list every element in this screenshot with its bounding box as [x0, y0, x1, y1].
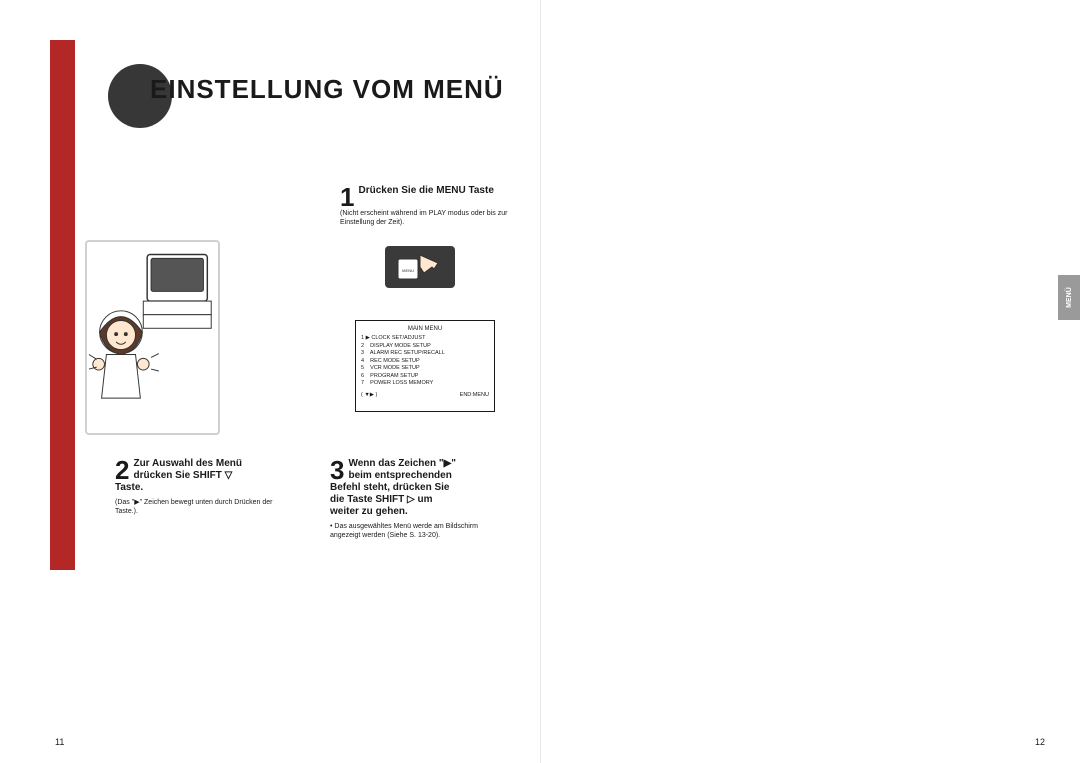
step-2-note: (Das "▶" Zeichen bewegt unten durch Drüc… [115, 498, 295, 516]
menu-row: 3 ALARM REC SETUP/RECALL [361, 350, 489, 358]
step-3-title-l5: weiter zu gehen. [330, 506, 510, 518]
accent-bar [50, 40, 75, 570]
page-number-right: 12 [1035, 737, 1045, 747]
menu-row: 6 PROGRAM SETUP [361, 373, 489, 381]
page-number-left: 11 [55, 737, 64, 747]
illustration [85, 240, 220, 435]
menu-row: 1 ▶ CLOCK SET/ADJUST [361, 335, 489, 343]
side-tab: MENÜ [1058, 275, 1080, 320]
step-1-title: Drücken Sie die MENU Taste [340, 185, 510, 197]
menu-row: 2 DISPLAY MODE SETUP [361, 343, 489, 351]
step-2: 2 Zur Auswahl des Menü drücken Sie SHIFT… [115, 458, 295, 516]
step-3-title-l3: Befehl steht, drücken Sie [330, 482, 510, 494]
panel-foot-left: ( ▼▶ ) [361, 391, 377, 399]
step-1-num: 1 [340, 185, 354, 209]
menu-button-graphic: MENU [385, 246, 455, 288]
step-1-note: (Nicht erscheint während im PLAY modus o… [340, 209, 510, 227]
main-menu-panel: MAIN MENU 1 ▶ CLOCK SET/ADJUST 2 DISPLAY… [355, 320, 495, 412]
step-3: 3 Wenn das Zeichen "▶" beim entsprechend… [330, 458, 510, 540]
step-1: 1 Drücken Sie die MENU Taste (Nicht ersc… [340, 185, 510, 227]
step-2-title-l3: Taste. [115, 482, 295, 494]
step-2-num: 2 [115, 458, 129, 482]
main-menu-title: MAIN MENU [361, 325, 489, 333]
menu-btn-label: MENU [402, 268, 414, 273]
menu-row: 7 POWER LOSS MEMORY [361, 380, 489, 388]
step-2-title-l2: drücken Sie SHIFT ▽ [115, 470, 295, 482]
page-title: EINSTELLUNG VOM MENÜ [150, 74, 504, 105]
step-3-title-l1: Wenn das Zeichen "▶" [330, 458, 510, 470]
side-tab-label: MENÜ [1066, 287, 1073, 308]
menu-row: 4 REC MODE SETUP [361, 358, 489, 366]
step-3-num: 3 [330, 458, 344, 482]
step-3-title-l4: die Taste SHIFT ▷ um [330, 494, 510, 506]
panel-foot-right: END:MENU [460, 391, 489, 399]
step-2-title-l1: Zur Auswahl des Menü [115, 458, 295, 470]
step-3-bullet: • Das ausgewähltes Menü werde am Bildsch… [330, 522, 510, 540]
step-3-title-l2: beim entsprechenden [330, 470, 510, 482]
menu-row: 5 VCR MODE SETUP [361, 365, 489, 373]
